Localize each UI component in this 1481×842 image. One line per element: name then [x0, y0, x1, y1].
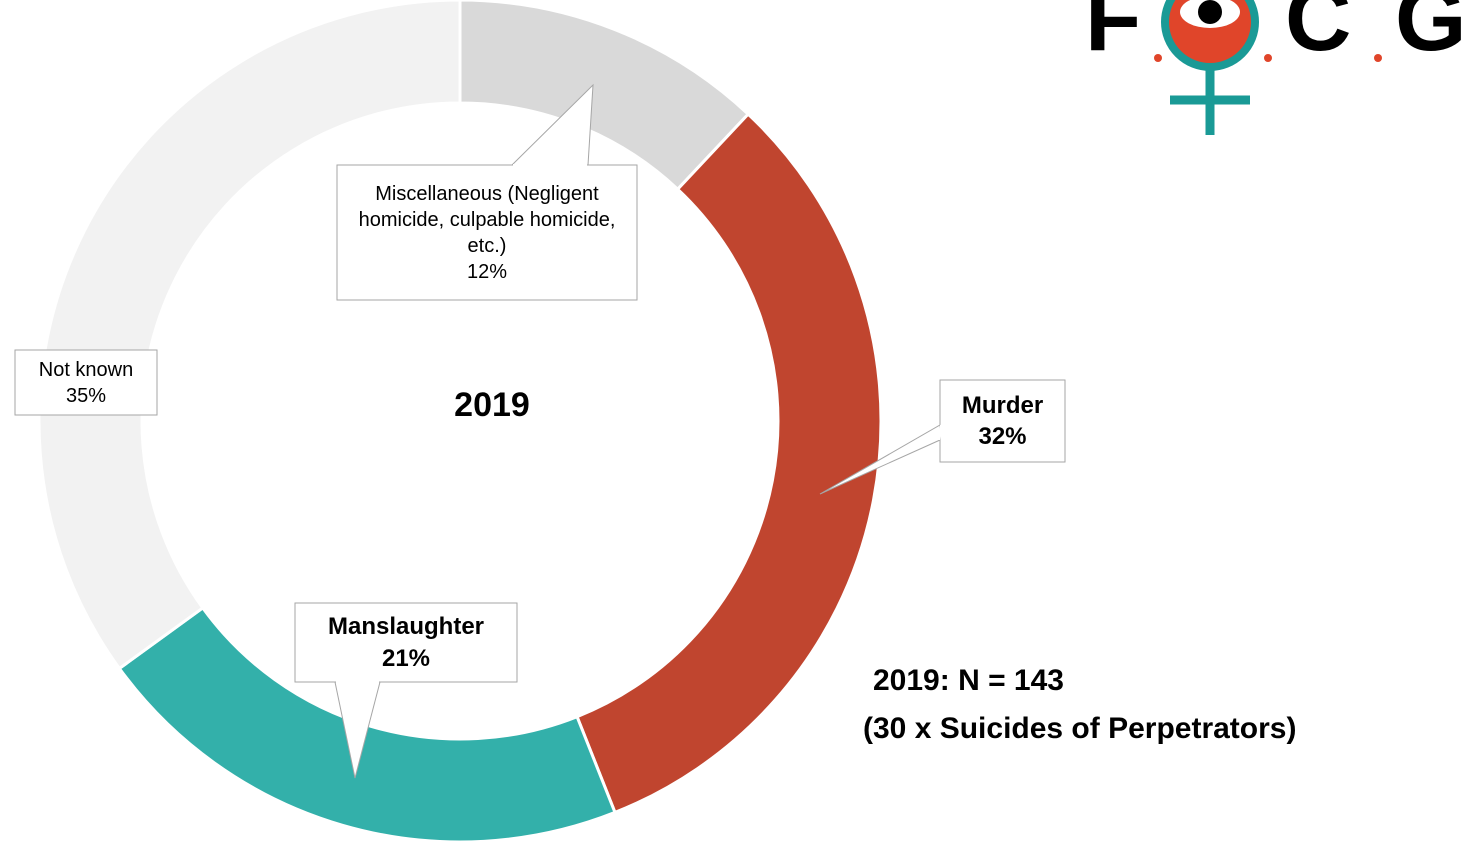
logo-letter: F — [1085, 0, 1141, 70]
callout-box — [939, 379, 1066, 463]
category-label: Manslaughter — [327, 613, 485, 641]
value-label: 12% — [466, 260, 508, 283]
logo-letter: C — [1285, 0, 1351, 70]
callout-box — [14, 349, 158, 416]
callout-box — [336, 164, 638, 301]
callout-box — [294, 602, 518, 683]
logo-dot — [1154, 54, 1162, 62]
logo-pupil — [1198, 0, 1222, 24]
center-label: 2019 — [454, 386, 530, 424]
callout-label: Miscellaneous (Negligent homicide, culpa… — [337, 165, 637, 300]
logo-dot — [1264, 54, 1272, 62]
category-label: Murder — [961, 391, 1044, 419]
wedge — [37, 0, 462, 671]
value-label: 35% — [65, 384, 107, 407]
callout-gap — [938, 424, 942, 441]
value-label: 32% — [978, 423, 1027, 450]
callout-label: Not known 35% — [15, 350, 157, 415]
logo: F C G — [1085, 0, 1467, 135]
annotation: (30 x Suicides of Perpetrators) — [863, 712, 1296, 745]
value-label: 21% — [381, 644, 431, 672]
callout-label: Murder 32% — [940, 380, 1065, 462]
logo-dot — [1374, 54, 1382, 62]
wedge — [575, 111, 883, 815]
donut — [37, 0, 883, 842]
category-label: Not known — [38, 358, 134, 381]
logo-letter: G — [1395, 0, 1467, 70]
callout-label: Manslaughter 21% — [295, 603, 517, 682]
annotation: 2019: N = 143 — [873, 664, 1064, 697]
category-label: Miscellaneous (Negligent homicide, culpa… — [358, 182, 616, 257]
